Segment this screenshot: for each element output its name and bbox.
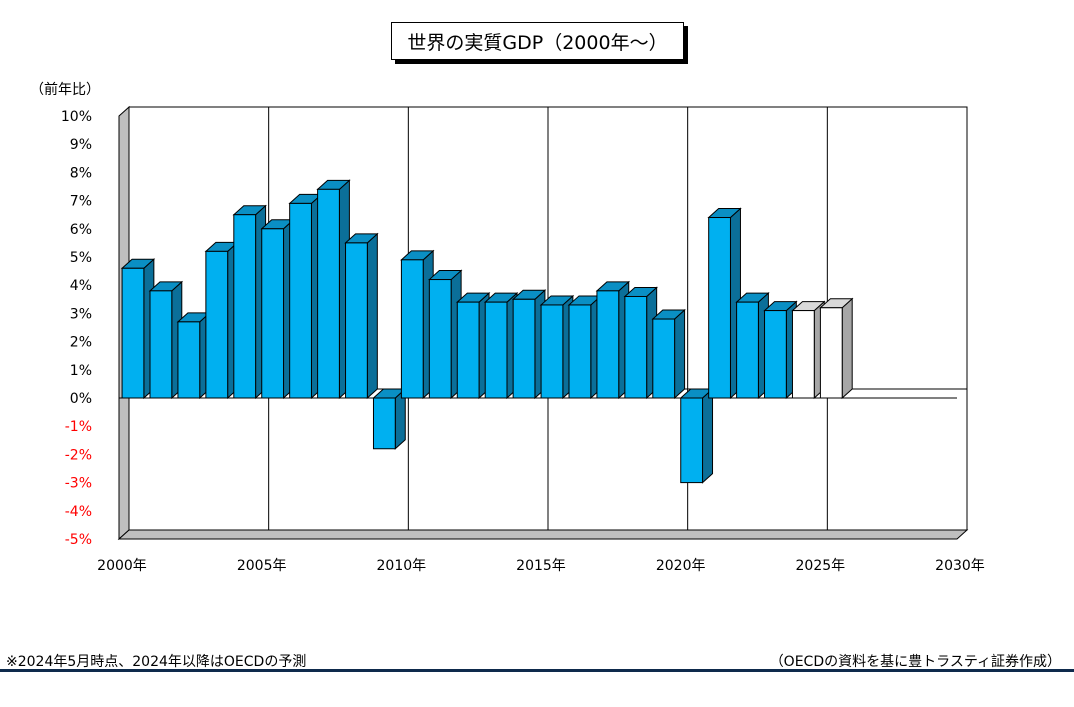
bar <box>316 179 351 400</box>
x-tick-label: 2020年 <box>656 558 706 574</box>
bar <box>819 297 854 400</box>
y-tick-label: 5% <box>70 250 92 266</box>
bar-front <box>428 279 452 399</box>
bar <box>260 218 295 400</box>
bar-chart: 10% 9% 8% 7% 6% 5% 4% 3% 2% 1% 0% -1% -2% -3% -4% -5% 2… <box>61 105 985 574</box>
bar <box>428 269 463 400</box>
y-tick-label: 2% <box>70 335 92 351</box>
bar-front <box>317 188 340 399</box>
bar <box>651 308 686 400</box>
y-tick-label: 0% <box>70 391 92 407</box>
y-axis-label: （前年比） <box>30 82 100 98</box>
bar-front <box>289 202 312 399</box>
bar <box>232 204 267 400</box>
bar-front <box>736 301 759 399</box>
bar-front <box>345 242 368 399</box>
bar <box>567 294 603 400</box>
bar <box>120 258 156 400</box>
y-tick-label: 9% <box>70 137 92 153</box>
y-tick-label: 7% <box>70 194 92 210</box>
bar-front <box>177 321 201 399</box>
bottom-rule <box>0 669 1074 672</box>
bar-front <box>121 267 145 399</box>
x-tick-label: 2015年 <box>516 558 566 574</box>
floor <box>117 529 969 540</box>
bar <box>679 387 714 484</box>
bar <box>176 311 212 400</box>
bar <box>288 193 323 400</box>
bar <box>455 291 491 400</box>
y-tick-label: 3% <box>70 306 92 322</box>
bar-front <box>680 397 704 484</box>
bar <box>204 241 239 400</box>
y-tick-label: 6% <box>70 222 92 238</box>
bar-side <box>674 308 686 400</box>
bar-front <box>819 307 843 399</box>
bar <box>763 300 798 400</box>
bar-front <box>205 250 229 399</box>
y-tick-label: -3% <box>65 476 92 492</box>
bar-front <box>708 217 731 399</box>
y-tick-label: 1% <box>70 363 92 379</box>
bar-side <box>841 297 853 400</box>
bar-front <box>764 310 787 399</box>
bar-side <box>702 387 714 484</box>
bar <box>623 286 658 400</box>
bar-front <box>624 295 648 399</box>
y-tick-label: -1% <box>65 419 92 435</box>
bar-front <box>652 318 676 399</box>
bar-side <box>366 232 378 400</box>
bar-front <box>456 301 480 399</box>
bar <box>148 280 184 400</box>
bar <box>483 291 519 400</box>
y-tick-label: -4% <box>65 504 92 520</box>
bar-front <box>261 228 285 399</box>
bar-front <box>791 310 815 399</box>
bar <box>511 289 547 400</box>
y-tick-label: 4% <box>70 278 92 294</box>
bar <box>372 387 407 450</box>
bar <box>707 207 742 400</box>
bar <box>400 249 435 400</box>
y-tick-label: -5% <box>65 532 92 548</box>
bar-front <box>596 290 620 399</box>
y-tick-label: -2% <box>65 447 92 463</box>
bar-front <box>372 397 396 450</box>
source-note: （OECDの資料を基に豊トラスティ証券作成） <box>769 654 1061 670</box>
bar-front <box>233 214 257 399</box>
x-tick-label: 2000年 <box>97 558 147 574</box>
y-tick-label: 10% <box>61 109 92 125</box>
bar-front <box>512 298 536 399</box>
footnote: ※2024年5月時点、2024年以降はOECDの予測 <box>6 654 307 670</box>
bar-front <box>149 290 173 399</box>
chart-title: 世界の実質GDP（2000年〜） <box>391 22 684 60</box>
bar-front <box>568 304 592 399</box>
y-tick-label: 8% <box>70 165 92 181</box>
x-tick-label: 2005年 <box>237 558 287 574</box>
bar <box>344 232 379 400</box>
x-tick-label: 2025年 <box>796 558 846 574</box>
bar <box>539 294 575 400</box>
bar-front <box>540 304 564 399</box>
bar <box>791 300 826 400</box>
bar-front <box>484 301 508 399</box>
bar-front <box>400 259 424 399</box>
x-tick-label: 2010年 <box>377 558 427 574</box>
bar <box>595 280 631 400</box>
bar <box>735 291 770 400</box>
x-tick-label: 2030年 <box>935 558 985 574</box>
